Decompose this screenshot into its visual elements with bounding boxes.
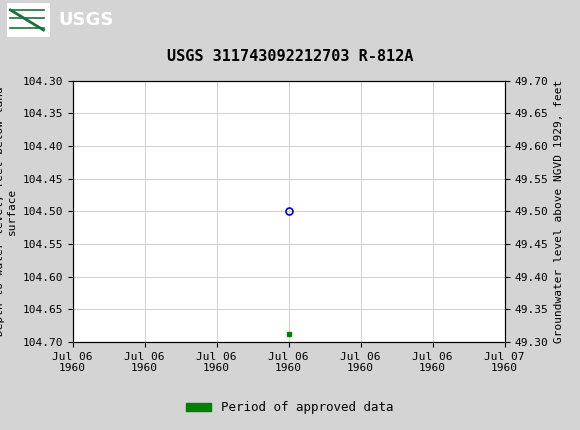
FancyBboxPatch shape — [7, 3, 50, 37]
Text: USGS: USGS — [58, 11, 113, 29]
Legend: Period of approved data: Period of approved data — [181, 396, 399, 419]
Y-axis label: Groundwater level above NGVD 1929, feet: Groundwater level above NGVD 1929, feet — [554, 80, 564, 343]
Text: USGS 311743092212703 R-812A: USGS 311743092212703 R-812A — [167, 49, 413, 64]
Y-axis label: Depth to water level, feet below land
surface: Depth to water level, feet below land su… — [0, 86, 17, 336]
